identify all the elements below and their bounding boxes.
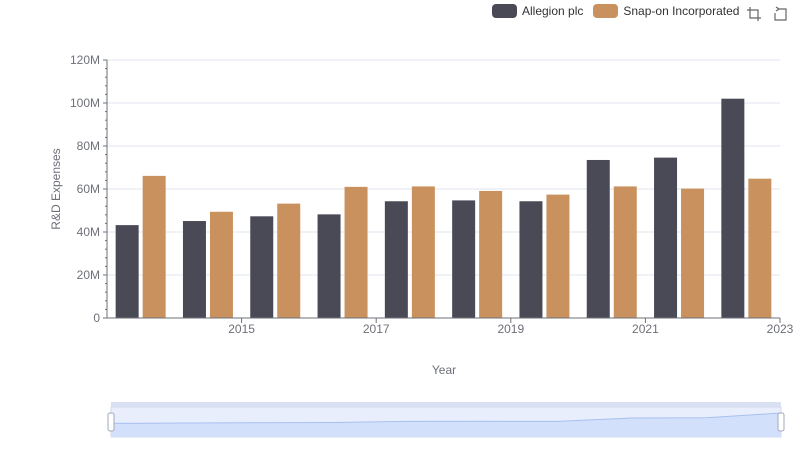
x-axis-title: Year (431, 363, 457, 377)
legend-label-snapon: Snap-on Incorporated (623, 4, 740, 18)
bar-allegion (586, 159, 610, 318)
bar-allegion (452, 200, 476, 318)
bar-snapon (411, 186, 435, 318)
bar-snapon (479, 190, 503, 318)
bar-snapon (546, 194, 570, 318)
bar-snapon (748, 178, 772, 318)
toolbox (746, 6, 788, 22)
y-tick-label: 40M (77, 225, 100, 239)
bar-snapon (344, 186, 368, 318)
bar-allegion (182, 221, 206, 318)
legend-swatch-allegion (492, 4, 517, 18)
bar-snapon (142, 175, 166, 318)
slider-handle-left[interactable] (107, 412, 115, 432)
slider-handle-right[interactable] (777, 412, 785, 432)
restore-icon[interactable] (772, 6, 788, 22)
bar-allegion (384, 201, 408, 318)
y-tick-label: 60M (77, 182, 100, 196)
bar-allegion (250, 216, 274, 318)
bar-snapon (277, 203, 301, 318)
bar-allegion (721, 98, 745, 318)
zoom-icon[interactable] (746, 6, 762, 22)
y-tick-label: 80M (77, 139, 100, 153)
bar-snapon (613, 186, 637, 318)
x-tick-label: 2021 (632, 322, 659, 336)
y-tick-label: 120M (70, 53, 100, 67)
legend: Allegion plc Snap-on Incorporated (492, 4, 749, 18)
legend-swatch-snapon (593, 4, 619, 18)
slider-top-bar (111, 402, 781, 408)
x-tick-label: 2017 (363, 322, 390, 336)
bar-snapon (681, 188, 705, 318)
y-axis-title: R&D Expenses (49, 148, 63, 230)
bar-allegion (317, 214, 341, 318)
y-tick-label: 20M (77, 268, 100, 282)
x-tick-label: 2023 (767, 322, 794, 336)
legend-label-allegion: Allegion plc (522, 4, 584, 18)
bar-allegion (519, 201, 543, 318)
y-tick-label: 100M (70, 96, 100, 110)
slider-line (110, 412, 782, 424)
x-tick-label: 2019 (497, 322, 524, 336)
bar-allegion (115, 225, 139, 318)
bar-allegion (654, 157, 678, 318)
bar-snapon (209, 211, 233, 318)
x-tick-label: 2015 (228, 322, 255, 336)
legend-item-snapon[interactable]: Snap-on Incorporated (593, 4, 739, 18)
y-tick-label: 0 (93, 311, 100, 325)
legend-item-allegion[interactable]: Allegion plc (492, 4, 583, 18)
